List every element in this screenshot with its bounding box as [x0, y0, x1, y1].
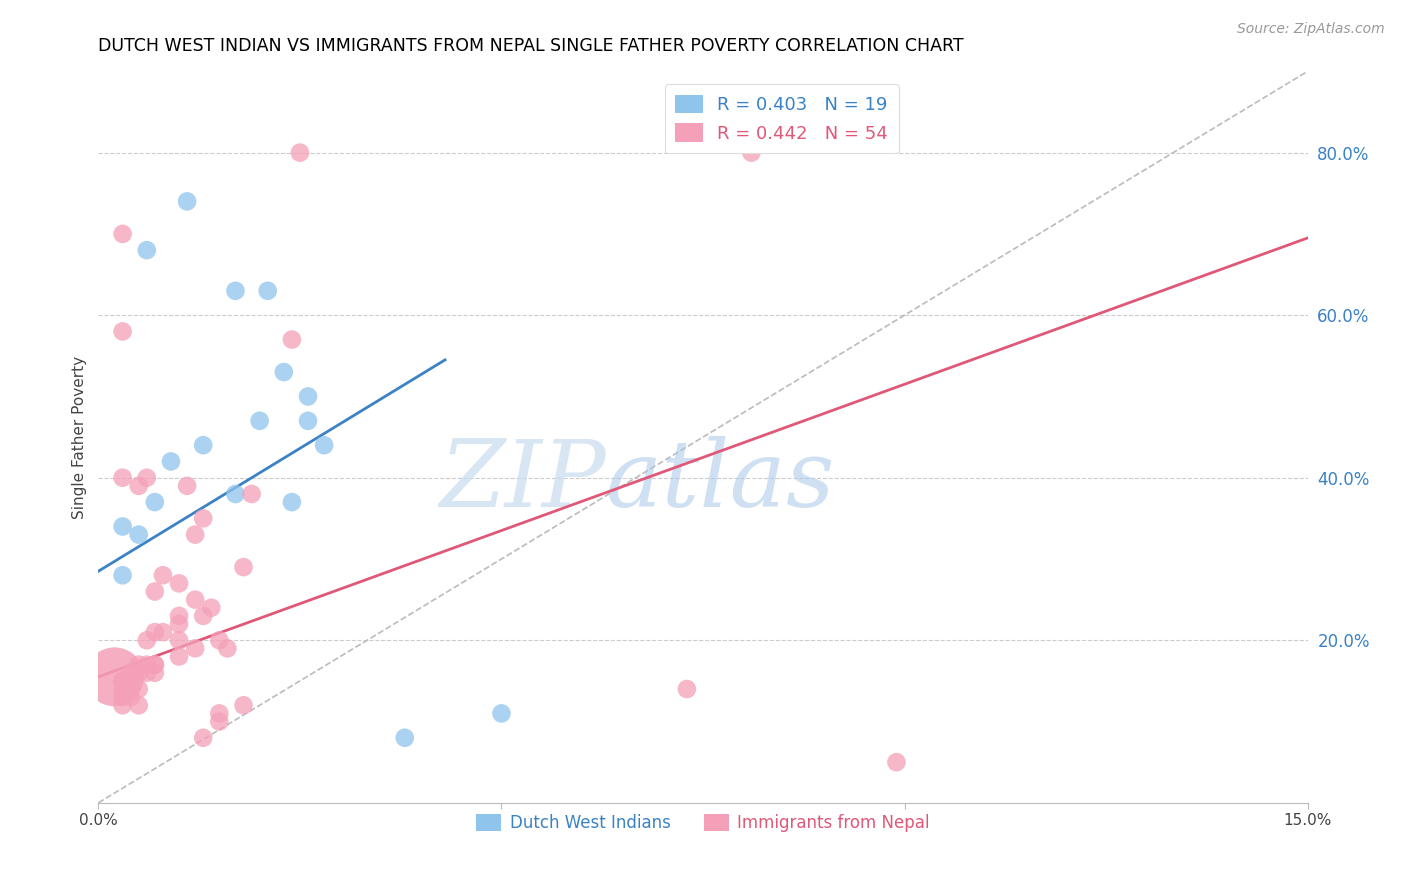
Point [208, 714, 231, 729]
Point [217, 641, 239, 656]
Point [111, 568, 134, 582]
Point [120, 673, 142, 688]
Point [249, 414, 271, 428]
Point [152, 625, 174, 640]
Point [193, 731, 215, 745]
Point [135, 471, 157, 485]
Point [200, 600, 222, 615]
Point [128, 657, 150, 672]
Point [111, 325, 134, 339]
Point [184, 592, 207, 607]
Point [103, 670, 125, 684]
Point [273, 365, 295, 379]
Y-axis label: Single Father Poverty: Single Father Poverty [72, 356, 87, 518]
Point [240, 487, 263, 501]
Point [143, 657, 166, 672]
Text: ZIP: ZIP [440, 436, 606, 526]
Point [128, 479, 150, 493]
Point [193, 608, 215, 623]
Point [143, 625, 166, 640]
Point [143, 495, 166, 509]
Text: Source: ZipAtlas.com: Source: ZipAtlas.com [1237, 22, 1385, 37]
Point [111, 698, 134, 713]
Point [886, 755, 908, 769]
Point [135, 657, 157, 672]
Point [111, 519, 134, 533]
Point [394, 731, 416, 745]
Point [491, 706, 513, 721]
Point [232, 698, 254, 713]
Point [281, 333, 304, 347]
Point [232, 560, 254, 574]
Point [128, 527, 150, 541]
Point [167, 576, 190, 591]
Point [314, 438, 336, 452]
Point [256, 284, 278, 298]
Point [111, 690, 134, 705]
Point [111, 227, 134, 241]
Point [176, 194, 198, 209]
Point [135, 243, 157, 257]
Point [143, 665, 166, 680]
Point [184, 641, 207, 656]
Point [111, 471, 134, 485]
Point [281, 495, 304, 509]
Text: DUTCH WEST INDIAN VS IMMIGRANTS FROM NEPAL SINGLE FATHER POVERTY CORRELATION CHA: DUTCH WEST INDIAN VS IMMIGRANTS FROM NEP… [98, 37, 965, 54]
Point [128, 681, 150, 696]
Point [120, 681, 142, 696]
Point [128, 665, 150, 680]
Point [120, 665, 142, 680]
Point [135, 633, 157, 648]
Point [167, 608, 190, 623]
Point [111, 681, 134, 696]
Point [167, 617, 190, 632]
Point [111, 673, 134, 688]
Point [193, 438, 215, 452]
Point [143, 657, 166, 672]
Point [135, 665, 157, 680]
Point [167, 649, 190, 664]
Text: atlas: atlas [606, 436, 835, 526]
Point [143, 584, 166, 599]
Point [184, 527, 207, 541]
Point [160, 454, 183, 468]
Point [297, 389, 319, 403]
Point [224, 284, 246, 298]
Legend: Dutch West Indians, Immigrants from Nepal: Dutch West Indians, Immigrants from Nepa… [470, 807, 936, 838]
Point [224, 487, 246, 501]
Point [120, 681, 142, 696]
Point [740, 145, 762, 160]
Point [128, 698, 150, 713]
Point [208, 633, 231, 648]
Point [208, 706, 231, 721]
Point [167, 633, 190, 648]
Point [120, 690, 142, 705]
Point [676, 681, 699, 696]
Point [193, 511, 215, 525]
Point [288, 145, 311, 160]
Point [176, 479, 198, 493]
Point [152, 568, 174, 582]
Point [297, 414, 319, 428]
Point [111, 673, 134, 688]
